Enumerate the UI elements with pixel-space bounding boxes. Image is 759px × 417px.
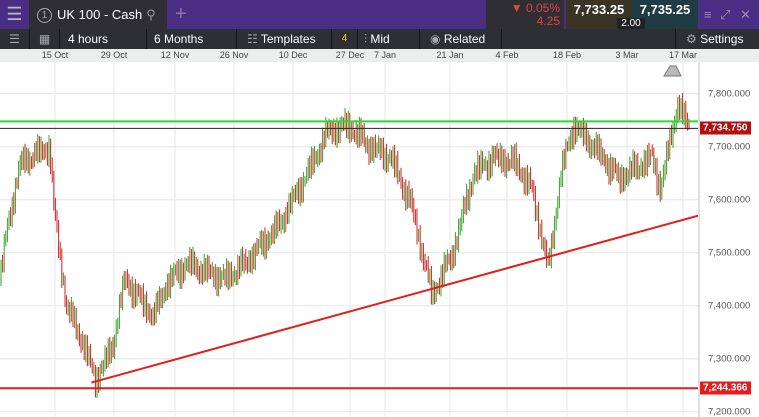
- indicator-count[interactable]: 4: [332, 29, 358, 49]
- interval-dropdown[interactable]: 4 hours: [60, 29, 147, 49]
- chart-toolbar: ☰ ▦ 4 hours 6 Months ☷ Templates 4 ⫶ Mid…: [0, 29, 759, 49]
- range-dropdown[interactable]: 6 Months: [147, 29, 237, 49]
- date-tick: 12 Nov: [160, 50, 190, 60]
- price-change: ▼ 0.05% 4.25: [486, 0, 564, 29]
- current-price-tag: 7,734.750: [700, 121, 751, 135]
- tab-title: UK 100 - Cash: [57, 7, 143, 22]
- hamburger-icon[interactable]: ☰: [6, 4, 23, 24]
- date-tick: 7 Jan: [373, 50, 397, 60]
- expand-icon[interactable]: ⤢: [720, 7, 731, 22]
- price-axis[interactable]: 7,800.000 7,700.000 7,600.000 7,500.000 7,40…: [698, 62, 759, 417]
- eye-icon: ◉: [430, 32, 444, 46]
- date-tick: 21 Jan: [436, 50, 464, 60]
- date-tick: 15 Oct: [41, 50, 69, 60]
- support-price-tag: 7,244.366: [700, 381, 751, 395]
- templates-label: Templates: [260, 32, 316, 46]
- related-label: Related: [443, 32, 486, 46]
- date-tick: 27 Dec: [335, 50, 365, 60]
- layout-icon[interactable]: ▦: [30, 29, 60, 49]
- settings-label: Settings: [700, 32, 744, 46]
- spread-value: 2.00: [617, 18, 645, 29]
- date-axis: 15 Oct 29 Oct 12 Nov 26 Nov 10 Dec 27 Dec 7 Ja…: [0, 49, 759, 62]
- price-tick: 7,300.000: [708, 353, 751, 365]
- panel-handle-icon[interactable]: ≡: [704, 7, 712, 22]
- templates-icon: ☷: [247, 32, 261, 46]
- scroll-marker-icon: [663, 65, 682, 77]
- date-tick: 29 Oct: [100, 50, 128, 60]
- price-tick: 7,500.000: [708, 247, 751, 259]
- buy-price-button[interactable]: 7,735.25: [632, 0, 698, 29]
- price-tick: 7,400.000: [708, 300, 751, 312]
- close-icon[interactable]: ✕: [740, 7, 751, 22]
- date-tick: 26 Nov: [219, 50, 249, 60]
- templates-button[interactable]: ☷ Templates: [237, 29, 332, 49]
- trendline: [91, 214, 698, 384]
- price-type-label: Mid: [370, 32, 390, 46]
- date-tick: 18 Feb: [552, 50, 582, 60]
- related-button[interactable]: ◉ Related: [420, 29, 502, 49]
- gear-icon: ⚙: [686, 32, 701, 46]
- price-type-button[interactable]: ⫶ Mid: [358, 29, 420, 49]
- price-tick: 7,700.000: [708, 141, 751, 153]
- price-type-icon: ⫶: [364, 32, 371, 46]
- change-percent: ▼ 0.05%: [510, 1, 560, 15]
- search-icon[interactable]: ⚲: [146, 7, 156, 22]
- date-tick: 10 Dec: [278, 50, 308, 60]
- top-bar: ☰ 1 UK 100 - Cash ⚲ + ▼ 0.05% 4.25 7,733.25…: [0, 0, 759, 29]
- add-tab-button[interactable]: +: [175, 3, 187, 25]
- price-tick: 7,800.000: [708, 88, 751, 100]
- price-tick: 7,200.000: [708, 406, 751, 417]
- tab-number: 1: [37, 8, 52, 24]
- settings-button[interactable]: ⚙ Settings: [675, 29, 759, 49]
- date-tick: 4 Feb: [495, 50, 519, 60]
- date-tick: 3 Mar: [615, 50, 639, 60]
- change-points: 4.25: [536, 14, 560, 28]
- date-tick: 17 Mar: [668, 50, 698, 60]
- price-tick: 7,600.000: [708, 194, 751, 206]
- instrument-tab[interactable]: 1 UK 100 - Cash ⚲: [29, 0, 167, 29]
- list-icon[interactable]: ☰: [0, 29, 30, 49]
- price-chart[interactable]: [0, 62, 698, 417]
